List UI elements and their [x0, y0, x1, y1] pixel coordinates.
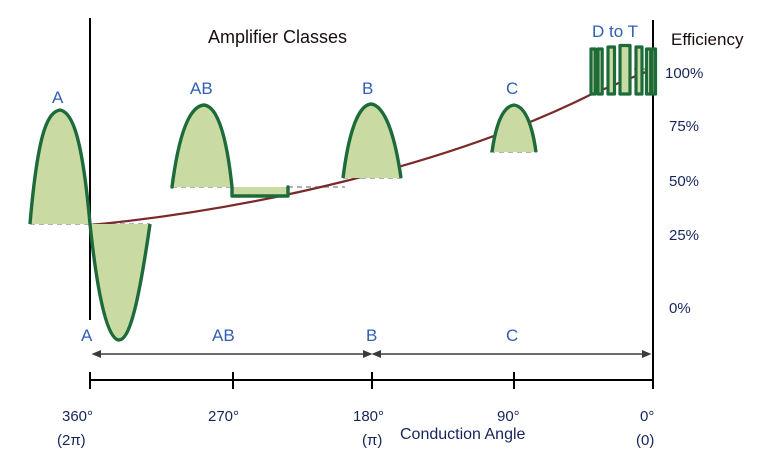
svg-text:A: A: [81, 326, 93, 345]
svg-text:270°: 270°: [208, 408, 239, 425]
svg-text:90°: 90°: [497, 408, 520, 425]
svg-text:180°: 180°: [353, 408, 384, 425]
svg-text:A: A: [52, 88, 64, 107]
svg-text:75%: 75%: [669, 118, 699, 135]
svg-text:0%: 0%: [669, 300, 691, 317]
svg-text:360°: 360°: [62, 408, 93, 425]
svg-text:Amplifier Classes: Amplifier Classes: [208, 27, 347, 47]
svg-text:(0): (0): [636, 432, 654, 449]
svg-text:0°: 0°: [640, 408, 654, 425]
svg-text:D to T: D to T: [592, 22, 638, 41]
svg-text:AB: AB: [212, 326, 235, 345]
svg-text:(2π): (2π): [57, 432, 86, 449]
svg-text:B: B: [362, 79, 373, 98]
svg-text:AB: AB: [190, 79, 213, 98]
svg-text:50%: 50%: [669, 173, 699, 190]
svg-text:C: C: [506, 79, 518, 98]
svg-text:100%: 100%: [665, 65, 703, 82]
svg-text:(π): (π): [362, 432, 382, 449]
svg-text:C: C: [506, 326, 518, 345]
svg-text:B: B: [366, 326, 377, 345]
svg-text:Efficiency: Efficiency: [671, 30, 744, 49]
svg-text:Conduction Angle: Conduction Angle: [400, 426, 526, 443]
svg-text:25%: 25%: [669, 227, 699, 244]
